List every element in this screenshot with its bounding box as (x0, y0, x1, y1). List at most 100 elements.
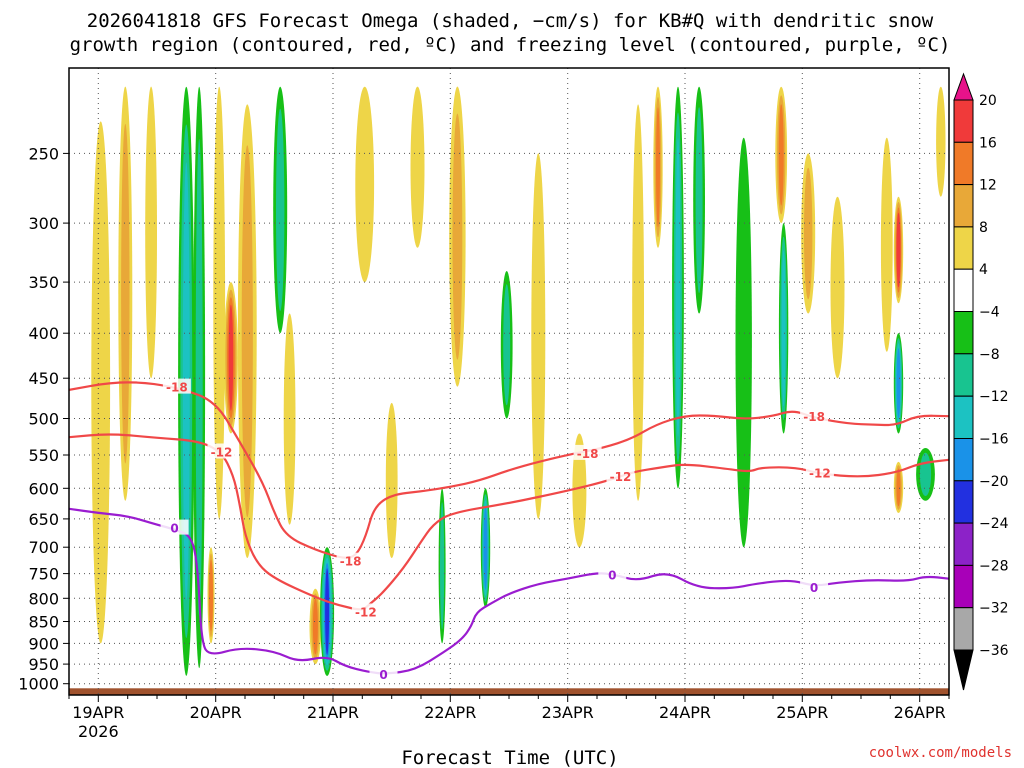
omega-band-29-level-8 (804, 167, 813, 300)
colorbar-segment-2 (953, 141, 974, 186)
omega-band-26-level-4 (735, 137, 752, 548)
contour-label-bg (606, 468, 635, 483)
omega-band-32-level-16 (896, 212, 901, 288)
terrain-fill (69, 688, 949, 695)
omega-band-7-level-16 (228, 304, 234, 411)
omega-band-6-level-4 (213, 86, 226, 519)
omega-band-27-level-12 (778, 104, 784, 206)
omega-band-28-level-12 (781, 250, 786, 407)
colorbar-label-4: 4 (979, 262, 988, 278)
colorbar-segment-4 (953, 226, 974, 270)
contour-label-bg (805, 464, 834, 480)
omega-band-1-level-8 (121, 123, 130, 464)
colorbar-label-9: −20 (979, 474, 1009, 490)
colorbar-label-7: −12 (979, 389, 1009, 405)
colorbar-label-0: 20 (979, 93, 997, 109)
contour-label-bg (351, 603, 380, 619)
omega-band-24-level-12 (675, 138, 681, 437)
contour-label--12: -12 (610, 470, 632, 484)
x-axis-title: Forecast Time (UTC) (401, 747, 618, 768)
omega-band-18-level-16 (483, 506, 488, 590)
colorbar-label-2: 12 (979, 178, 997, 194)
contour-label-bg (800, 579, 829, 595)
contour-label--18: -18 (166, 381, 188, 395)
contour-0 (69, 507, 949, 675)
x-tick-sublabel: 2026 (78, 722, 119, 741)
colorbar-segment-12 (953, 564, 974, 609)
contour-label-0: 0 (810, 581, 818, 595)
colorbar-segment-9 (953, 438, 974, 482)
colorbar-segment-10 (953, 480, 974, 524)
contour-label--18: -18 (577, 447, 599, 461)
omega-band-33-level-16 (896, 348, 901, 419)
contour-label--18: -18 (803, 410, 825, 424)
omega-band-17-level-8 (452, 113, 463, 360)
omega-band-12-level-20 (325, 568, 330, 655)
contour--18 (69, 381, 949, 559)
x-tick-label-22APR: 22APR (424, 703, 476, 722)
chart-title-line2: growth region (contoured, red, ºC) and f… (70, 34, 951, 56)
omega-band-13-level-4 (355, 86, 375, 283)
contour--12 (69, 433, 949, 611)
omega-band-11-level-12 (312, 598, 318, 655)
omega-band-4-level-8 (195, 139, 203, 616)
chart-title-line1: 2026041818 GFS Forecast Omega (shaded, −… (87, 10, 934, 32)
colorbar-segment-3 (953, 184, 974, 228)
colorbar-label-1: 16 (979, 135, 997, 151)
x-tick-label-19APR: 19APR (72, 703, 124, 722)
colorbar-segment-6 (953, 311, 974, 355)
y-tick-label-800: 800 (28, 589, 59, 608)
omega-band-15-level-4 (410, 86, 425, 248)
colorbar-label-10: −24 (979, 516, 1009, 532)
omega-shading (91, 86, 946, 676)
omega-band-0-level-4 (91, 121, 111, 644)
omega-band-8-level-8 (241, 145, 253, 518)
x-tick-label-24APR: 24APR (659, 703, 711, 722)
contour-label-bg (160, 519, 189, 535)
y-tick-label-1000: 1000 (18, 675, 59, 694)
colorbar-label-12: −32 (979, 601, 1009, 617)
colorbar-segment-1 (953, 99, 974, 143)
y-tick-label-250: 250 (28, 144, 59, 163)
terrain (69, 688, 949, 695)
y-tick-label-700: 700 (28, 538, 59, 557)
colorbar-segment-11 (953, 522, 974, 566)
colorbar-label-6: −8 (979, 347, 1000, 363)
y-tick-label-900: 900 (28, 634, 59, 653)
y-tick-label-950: 950 (28, 655, 59, 674)
colorbar-label-11: −28 (979, 558, 1009, 574)
omega-band-22-level-4 (632, 104, 644, 501)
omega-band-10-level-4 (283, 313, 296, 525)
contour-label-bg (336, 552, 365, 568)
y-tick-label-400: 400 (28, 324, 59, 343)
y-tick-label-500: 500 (28, 410, 59, 429)
omega-band-36-level-4 (936, 86, 946, 197)
x-tick-label-25APR: 25APR (776, 703, 828, 722)
contour-label--12: -12 (211, 446, 233, 460)
x-tick-label-26APR: 26APR (894, 703, 946, 722)
contour-label--18: -18 (340, 555, 362, 569)
omega-band-30-level-4 (830, 196, 845, 379)
omega-band-35-level-8 (919, 452, 932, 497)
y-tick-label-350: 350 (28, 273, 59, 292)
y-tick-label-600: 600 (28, 479, 59, 498)
y-tick-label-650: 650 (28, 510, 59, 529)
contour-label-0: 0 (379, 668, 387, 682)
omega-band-5-level-12 (209, 559, 213, 631)
colorbar-segment-5 (953, 268, 974, 313)
colorbar-segment-13 (953, 607, 974, 651)
contour-label-bg (800, 408, 829, 424)
contour-label-bg (369, 666, 398, 681)
omega-band-19-level-8 (503, 284, 511, 406)
colorbar-label-8: −16 (979, 432, 1009, 448)
y-tick-label-450: 450 (28, 369, 59, 388)
omega-band-23-level-12 (656, 107, 660, 228)
omega-band-9-level-8 (276, 108, 285, 312)
colorbar-bottom-triangle (953, 649, 974, 691)
x-tick-label-20APR: 20APR (190, 703, 242, 722)
contours: -18 -18 -18 -18 -12 -12 -12 -12 0 0 0 0 (69, 378, 949, 682)
contour-label-bg (162, 378, 191, 394)
contour-label-bg (598, 566, 627, 582)
